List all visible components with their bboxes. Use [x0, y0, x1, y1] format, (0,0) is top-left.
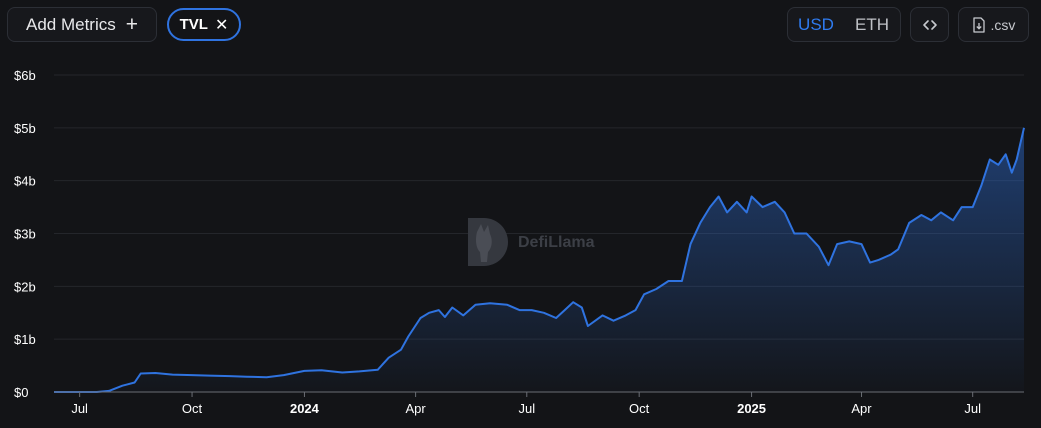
y-tick-label: $0 — [14, 385, 28, 400]
close-icon[interactable]: ✕ — [214, 16, 229, 34]
metric-chip-label: TVL — [179, 16, 208, 33]
x-tick-label: Apr — [405, 401, 426, 416]
add-metrics-button[interactable]: Add Metrics + — [7, 7, 157, 42]
y-tick-label: $6b — [14, 68, 36, 83]
watermark: DefiLlama — [468, 218, 595, 266]
metric-chip-tvl[interactable]: TVL ✕ — [167, 8, 241, 41]
y-tick-label: $5b — [14, 121, 36, 136]
currency-option-usd[interactable]: USD — [798, 14, 834, 34]
y-tick-label: $4b — [14, 174, 36, 189]
x-tick-label: 2025 — [737, 401, 766, 416]
y-tick-label: $1b — [14, 332, 36, 347]
x-tick-label: Jul — [518, 401, 535, 416]
currency-option-eth[interactable]: ETH — [855, 14, 889, 34]
csv-label: .csv — [990, 16, 1016, 33]
y-tick-label: $3b — [14, 227, 36, 242]
add-metrics-label: Add Metrics — [25, 14, 116, 34]
embed-button[interactable] — [910, 7, 949, 42]
toolbar: Add Metrics + TVL ✕ USD ETH .csv — [0, 0, 1041, 50]
x-tick-label: Oct — [182, 401, 203, 416]
download-csv-button[interactable]: .csv — [958, 7, 1029, 42]
y-tick-label: $2b — [14, 279, 36, 294]
x-tick-label: Apr — [851, 401, 872, 416]
x-tick-label: Jul — [71, 401, 88, 416]
currency-toggle: USD ETH — [787, 7, 901, 42]
tvl-line — [54, 127, 1025, 393]
x-axis: Jul Oct 2024 Apr Jul Oct 2025 Apr Jul — [54, 391, 1024, 416]
y-axis: $6b $5b $4b $3b $2b $1b $0 — [14, 68, 36, 400]
x-tick-label: Oct — [629, 401, 650, 416]
x-tick-label: 2024 — [290, 401, 320, 416]
code-icon — [922, 19, 937, 30]
download-file-icon — [972, 16, 985, 33]
x-tick-label: Jul — [964, 401, 981, 416]
tvl-area — [54, 127, 1024, 393]
plus-icon: + — [125, 13, 138, 36]
watermark-text: DefiLlama — [518, 234, 595, 251]
